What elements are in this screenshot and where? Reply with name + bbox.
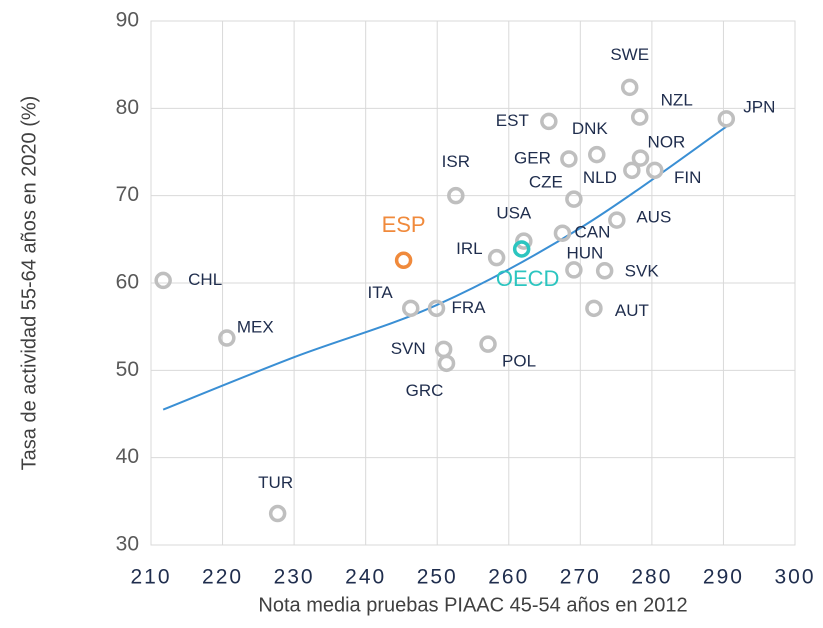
point — [437, 354, 456, 373]
point-label: ITA — [368, 283, 394, 302]
point-label: TUR — [258, 473, 293, 492]
point — [394, 251, 413, 270]
point-label: FRA — [452, 298, 487, 317]
point — [608, 211, 626, 229]
point — [717, 110, 736, 128]
point — [218, 329, 236, 347]
point — [447, 186, 465, 205]
point — [512, 240, 531, 258]
point-label: AUT — [615, 301, 649, 320]
point — [595, 262, 614, 280]
point — [565, 190, 583, 208]
x-tick-label: 220 — [202, 566, 243, 589]
point — [620, 78, 639, 97]
y-tick-label: 60 — [116, 271, 139, 294]
point — [585, 299, 603, 318]
point-label: AUS — [636, 208, 671, 227]
point-label: CAN — [574, 223, 610, 242]
x-tick-label: 240 — [345, 566, 386, 589]
point-label: HUN — [566, 243, 603, 262]
point — [588, 145, 606, 164]
point-label: POL — [502, 352, 536, 371]
point — [553, 224, 572, 242]
x-tick-label: 230 — [274, 566, 315, 589]
x-tick-label: 210 — [130, 566, 171, 589]
point-label: MEX — [237, 318, 274, 337]
y-tick-label: 30 — [116, 533, 139, 556]
y-tick-label: 70 — [116, 183, 139, 206]
x-tick-label: 250 — [417, 566, 458, 589]
point — [434, 340, 453, 359]
x-tick-label: 290 — [703, 566, 744, 589]
point-label: GER — [514, 148, 551, 167]
point — [631, 149, 650, 167]
trendline — [162, 125, 727, 411]
point-label: USA — [496, 204, 532, 223]
point-label: DNK — [572, 119, 609, 138]
y-tick-label: 40 — [116, 445, 139, 468]
point-label: JPN — [743, 97, 775, 116]
point-label: ESP — [382, 212, 426, 237]
point — [515, 232, 533, 250]
x-tick-label: 300 — [774, 566, 815, 589]
point — [646, 161, 664, 180]
point — [565, 261, 583, 279]
y-tick-label: 50 — [116, 358, 139, 381]
point-label: GRC — [406, 381, 444, 400]
point — [427, 299, 446, 318]
point-label: NLD — [583, 168, 617, 187]
y-axis-title: Tasa de actividad 55-64 años en 2020 (%) — [18, 96, 40, 471]
point-label: SVN — [391, 339, 426, 358]
point — [401, 299, 420, 318]
y-tick-label: 80 — [116, 96, 139, 119]
point — [623, 161, 641, 180]
point — [540, 112, 558, 131]
point-label: SWE — [610, 45, 649, 64]
point-label: OECD — [496, 266, 560, 291]
y-tick-label: 90 — [116, 9, 139, 32]
point-label: SVK — [625, 261, 660, 280]
x-axis-title: Nota media pruebas PIAAC 45-54 años en 2… — [258, 594, 687, 616]
point-label: ISR — [442, 152, 470, 171]
point — [487, 248, 506, 267]
point-label: CZE — [529, 173, 563, 192]
point — [560, 150, 578, 168]
point — [154, 271, 172, 290]
point-label: NZL — [661, 91, 693, 110]
x-tick-label: 260 — [488, 566, 529, 589]
x-tick-label: 280 — [631, 566, 672, 589]
point-label: EST — [496, 111, 529, 130]
point — [630, 108, 649, 126]
x-tick-label: 270 — [560, 566, 601, 589]
point-label: CHL — [188, 270, 222, 289]
point-label: FIN — [674, 168, 701, 187]
point-label: NOR — [648, 133, 686, 152]
point — [268, 504, 287, 523]
point-label: IRL — [456, 239, 482, 258]
point — [479, 335, 497, 353]
